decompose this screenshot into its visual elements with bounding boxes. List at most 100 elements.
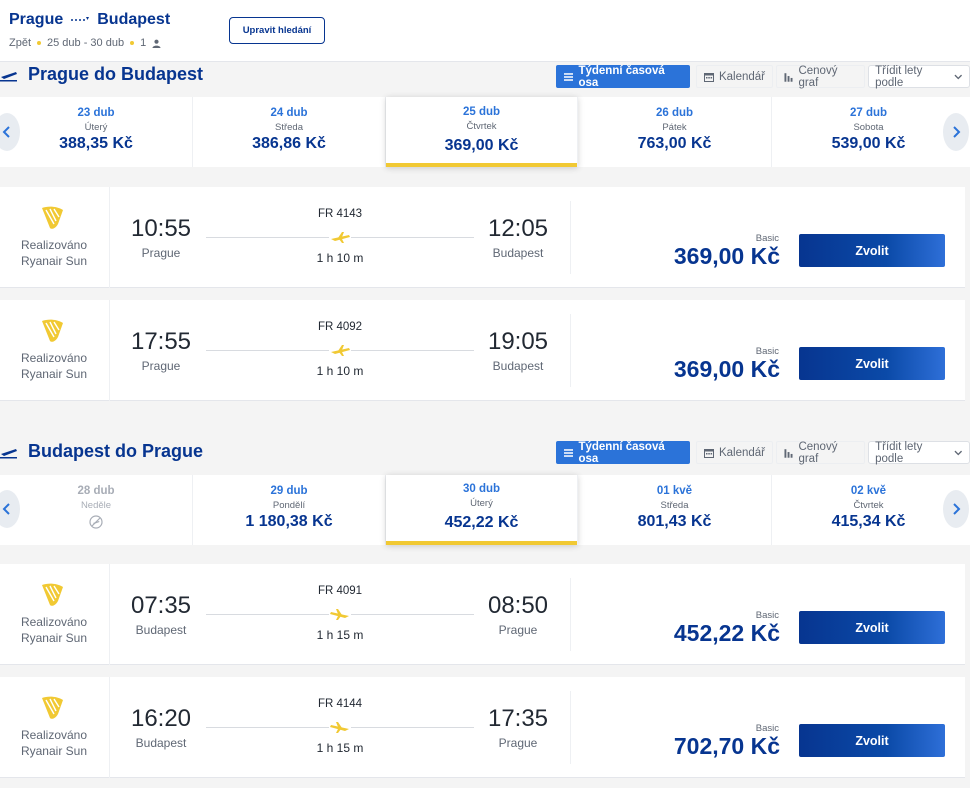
divider	[570, 691, 571, 764]
date-tab-date: 28 dub	[77, 485, 115, 497]
fare-type: Basic	[755, 346, 779, 357]
date-tab-price: 1 180,38 Kč	[245, 513, 333, 530]
select-flight-button[interactable]: Zvolit	[799, 611, 945, 644]
date-tab[interactable]: 24 dub Středa 386,86 Kč	[193, 97, 386, 167]
date-tab-date: 24 dub	[270, 107, 308, 119]
date-tab-date: 01 kvě	[656, 485, 693, 497]
arrival-city: Prague	[498, 736, 538, 750]
list-icon	[564, 72, 574, 81]
flight-card[interactable]: Realizováno Ryanair Sun 10:55 Prague FR 4…	[0, 187, 965, 288]
departure-time: 10:55	[130, 215, 192, 242]
calendar-view-label: Kalendář	[718, 70, 765, 83]
next-week-button[interactable]	[943, 113, 969, 151]
date-tab-date: 26 dub	[655, 107, 694, 119]
sort-label: Třídit lety podle	[875, 440, 923, 465]
dot-separator	[130, 41, 135, 45]
flight-card[interactable]: Realizováno Ryanair Sun 16:20 Budapest FR…	[0, 677, 965, 778]
date-tab-date: 25 dub	[462, 106, 501, 118]
date-tab-price: 763,00 Kč	[637, 135, 712, 152]
price-chart-button[interactable]: Cenový graf	[776, 64, 866, 89]
divider	[570, 578, 571, 651]
selected-indicator	[386, 541, 577, 545]
arrival-time: 19:05	[487, 328, 549, 355]
date-tab-weekday: Neděle	[80, 500, 112, 511]
operated-by-label: Realizováno	[20, 351, 88, 365]
flight-duration: 1 h 15 m	[316, 741, 364, 755]
date-tab-disabled: 28 dub Neděle	[0, 475, 193, 545]
prev-week-button[interactable]	[0, 490, 20, 528]
chevron-right-icon	[953, 126, 961, 138]
search-header: Prague Budapest Zpět 25 dub - 30 dub 1 U…	[0, 0, 970, 62]
price-chart-label: Cenový graf	[798, 440, 838, 465]
plane-depart-icon	[0, 71, 17, 81]
operator-name: Ryanair Sun	[20, 367, 88, 381]
sort-dropdown[interactable]: Třídit lety podle	[868, 65, 970, 89]
date-tab-weekday: Čtvrtek	[853, 500, 884, 511]
flight-number: FR 4091	[317, 585, 363, 597]
date-tab-weekday: Středa	[660, 500, 689, 511]
date-tab[interactable]: 02 kvě Čtvrtek 415,34 Kč	[772, 475, 965, 545]
return-date-strip: 28 dub Neděle 29 dub Pondělí 1 180,38 Kč…	[0, 475, 970, 545]
calendar-view-button[interactable]: Kalendář	[695, 65, 773, 88]
chevron-left-icon	[2, 503, 10, 515]
flight-price: 452,22 Kč	[673, 620, 780, 646]
weekly-view-button[interactable]: Týdenní časová osa	[556, 64, 690, 89]
calendar-view-button[interactable]: Kalendář	[695, 441, 773, 464]
ryanair-harp-icon	[42, 583, 63, 606]
weekly-view-label: Týdenní časová osa	[578, 440, 665, 465]
sort-dropdown[interactable]: Třídit lety podle	[868, 440, 970, 465]
date-tab[interactable]: 29 dub Pondělí 1 180,38 Kč	[193, 475, 386, 545]
return-section-title: Budapest do Prague	[0, 441, 203, 462]
date-tab-date: 23 dub	[77, 107, 115, 119]
connection-dots-icon	[71, 17, 90, 21]
flight-number: FR 4092	[317, 321, 363, 333]
back-link[interactable]: Zpět	[9, 37, 32, 49]
edit-search-button[interactable]: Upravit hledání	[229, 17, 325, 44]
flight-price: 702,70 Kč	[673, 733, 780, 759]
arrival-time: 08:50	[487, 592, 549, 619]
select-flight-button[interactable]: Zvolit	[799, 347, 945, 380]
calendar-icon	[703, 448, 714, 458]
date-tab[interactable]: 01 kvě Středa 801,43 Kč	[578, 475, 772, 545]
flight-card[interactable]: Realizováno Ryanair Sun 17:55 Prague FR 4…	[0, 300, 965, 401]
prev-week-button[interactable]	[0, 113, 20, 151]
weekly-view-label: Týdenní časová osa	[578, 64, 665, 89]
flight-card[interactable]: Realizováno Ryanair Sun 07:35 Budapest FR…	[0, 564, 965, 665]
weekly-view-button[interactable]: Týdenní časová osa	[556, 440, 690, 465]
price-chart-button[interactable]: Cenový graf	[776, 440, 866, 465]
fare-type: Basic	[755, 233, 779, 244]
list-icon	[564, 448, 574, 457]
date-tab[interactable]: 26 dub Pátek 763,00 Kč	[578, 97, 772, 167]
date-tab-selected[interactable]: 30 dub Úterý 452,22 Kč	[386, 475, 578, 545]
flight-duration: 1 h 15 m	[316, 628, 364, 642]
date-tab[interactable]: 27 dub Sobota 539,00 Kč	[772, 97, 965, 167]
select-flight-button[interactable]: Zvolit	[799, 724, 945, 757]
select-flight-button[interactable]: Zvolit	[799, 234, 945, 267]
date-tab-price: 801,43 Kč	[637, 513, 712, 530]
date-tab-price: 369,00 Kč	[444, 137, 519, 154]
date-tab[interactable]: 23 dub Úterý 388,35 Kč	[0, 97, 193, 167]
price-chart-label: Cenový graf	[798, 64, 838, 89]
arrival-city: Budapest	[492, 246, 544, 260]
section-title-text: Budapest do Prague	[28, 441, 204, 461]
chevron-down-icon	[954, 450, 963, 455]
chevron-left-icon	[2, 126, 10, 138]
outbound-section-title: Prague do Budapest	[0, 64, 203, 85]
ryanair-harp-icon	[42, 206, 63, 229]
operator-name: Ryanair Sun	[20, 631, 88, 645]
next-week-button[interactable]	[943, 490, 969, 528]
date-tab-selected[interactable]: 25 dub Čtvrtek 369,00 Kč	[386, 97, 578, 167]
calendar-view-label: Kalendář	[718, 446, 765, 459]
date-tab-date: 29 dub	[270, 485, 308, 497]
ryanair-harp-icon	[42, 319, 63, 342]
flight-number: FR 4143	[317, 208, 363, 220]
plane-icon	[329, 343, 351, 357]
date-tab-weekday: Čtvrtek	[466, 121, 497, 132]
date-tab-weekday: Úterý	[470, 498, 493, 509]
plane-icon	[329, 720, 351, 734]
plane-icon	[329, 607, 351, 621]
destination-city: Budapest	[97, 11, 171, 28]
date-tab-price: 539,00 Kč	[831, 135, 906, 152]
trip-dates: 25 dub - 30 dub	[47, 37, 125, 49]
departure-city: Prague	[141, 246, 181, 260]
